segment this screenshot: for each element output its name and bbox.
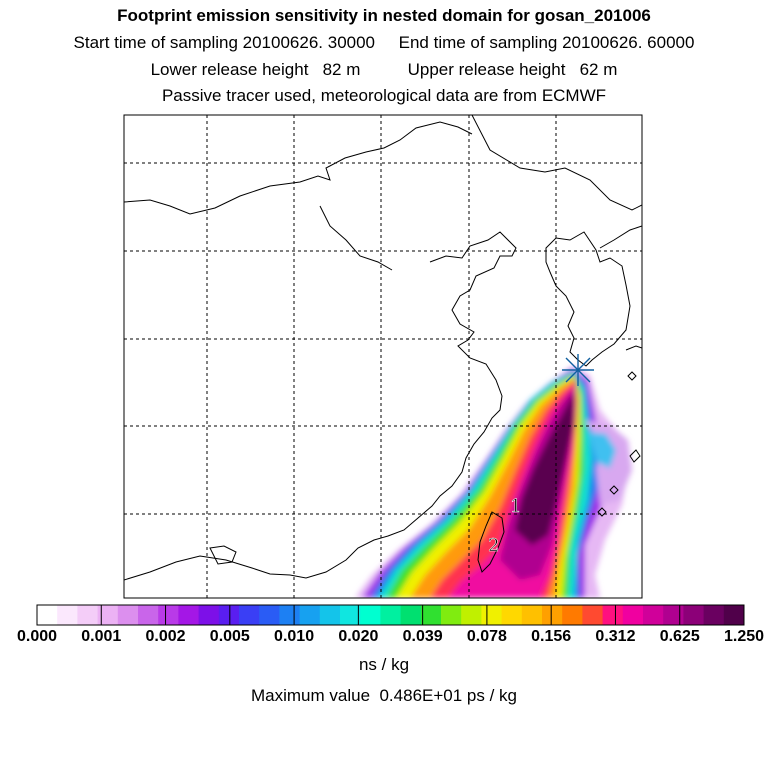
colorbar-swatch [158, 605, 179, 625]
colorbar-swatch [279, 605, 300, 625]
colorbar-swatch [239, 605, 260, 625]
coastlines [124, 115, 642, 581]
colorbar-swatch [360, 605, 381, 625]
northeast-coast [599, 225, 642, 249]
colorbar-swatch [319, 605, 341, 625]
colorbar-swatch [461, 605, 482, 625]
colorbar-tick-label: 0.312 [595, 628, 636, 645]
colorbar-tick-label: 0.625 [659, 628, 700, 645]
japan-islands [627, 371, 641, 463]
map-frame [123, 114, 643, 599]
colorbar-tick-label: 1.250 [723, 628, 765, 645]
colorbar [36, 604, 745, 626]
colorbar-tick-label: 0.020 [338, 628, 379, 645]
colorbar-swatch [602, 605, 624, 625]
colorbar-swatch [643, 605, 664, 625]
colorbar-tick-label: 0.010 [274, 628, 315, 645]
map-title: Footprint emission sensitivity in nested… [117, 6, 651, 25]
colorbar-swatch [218, 605, 240, 625]
colorbar-swatch [582, 605, 603, 625]
plume-eastern-loop-inner [588, 432, 616, 468]
colorbar-swatch [299, 605, 321, 625]
colorbar-swatch [723, 605, 745, 625]
maximum-value-line: Maximum value 0.486E+01 ps / kg [251, 686, 517, 705]
colorbar-swatch [501, 605, 523, 625]
colorbar-swatch [400, 605, 422, 625]
colorbar-swatch [542, 605, 563, 625]
colorbar-frame [36, 604, 745, 626]
colorbar-swatch [138, 605, 159, 625]
colorbar-swatch [117, 605, 139, 625]
colorbar-swatch [37, 605, 58, 625]
colorbar-swatch [481, 605, 502, 625]
hainan-coast [209, 545, 237, 565]
colorbar-swatch [521, 605, 543, 625]
colorbar-tick-label: 0.039 [402, 628, 443, 645]
colorbar-swatch [77, 605, 98, 625]
map-panel: 1 2 [124, 115, 642, 598]
colorbar-swatch [57, 605, 78, 625]
region-label-1: 1 [510, 496, 521, 517]
colorbar-swatch [97, 605, 119, 625]
colorbar-swatch [663, 605, 684, 625]
colorbar-tick-label: 0.078 [466, 628, 507, 645]
tracer-info-line: Passive tracer used, meteorological data… [161, 86, 607, 105]
taiwan-coast [477, 511, 505, 573]
colorbar-units: ns / kg [358, 655, 410, 674]
colorbar-tick-label: 0.156 [531, 628, 572, 645]
colorbar-tick-label: 0.000 [16, 628, 58, 645]
colorbar-swatch [622, 605, 644, 625]
ryukyu-islands [597, 485, 619, 517]
japan-kyushu [625, 345, 642, 351]
release-height-line: Lower release height 82 m Upper release … [150, 60, 618, 79]
colorbar-tick-label: 0.005 [209, 628, 250, 645]
colorbar-swatch [420, 605, 442, 625]
colorbar-swatch [198, 605, 220, 625]
colorbar-tick-label: 0.001 [81, 628, 122, 645]
colorbar-swatch [562, 605, 583, 625]
colorbar-swatch [178, 605, 199, 625]
northern-border [124, 121, 473, 215]
region-label-2: 2 [488, 535, 499, 556]
colorbar-tick-label: 0.002 [145, 628, 186, 645]
inland-border [319, 205, 393, 271]
sampling-time-line: Start time of sampling 20100626. 30000 E… [73, 33, 695, 52]
plume-core [515, 392, 574, 545]
colorbar-swatch [703, 605, 725, 625]
receptor-star-icon [562, 354, 594, 386]
lat-lon-grid [124, 115, 642, 598]
north-coast [124, 231, 517, 581]
colorbar-swatch [259, 605, 280, 625]
colorbar-swatch [441, 605, 462, 625]
colorbar-swatch [683, 605, 704, 625]
colorbar-swatch [380, 605, 401, 625]
manchuria-border [471, 115, 642, 211]
colorbar-swatch [340, 605, 361, 625]
korea-coast [545, 231, 631, 367]
